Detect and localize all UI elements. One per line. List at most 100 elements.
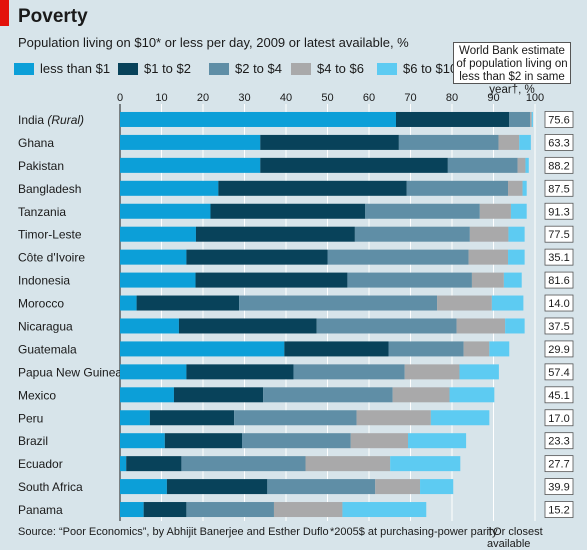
bar-segment: [273, 502, 343, 518]
x-tick-label: 40: [280, 92, 292, 104]
bar-segment: [120, 479, 167, 495]
wb-value-label: 45.1: [548, 390, 569, 402]
bar-segment: [120, 410, 150, 426]
category-label: South Africa: [18, 480, 83, 494]
latest-footnote: †Or closest available: [487, 526, 543, 550]
legend-swatch: [377, 63, 397, 75]
bar-segment: [489, 341, 510, 357]
wb-value-label: 75.6: [548, 114, 569, 126]
wb-value-label: 57.4: [548, 367, 569, 379]
bar-segment: [509, 111, 531, 127]
source-note: Source: “Poor Economics”, by Abhijit Ban…: [18, 526, 329, 538]
x-tick-label: 30: [238, 92, 250, 104]
bar-segment: [408, 433, 467, 449]
wb-value-label: 23.3: [548, 436, 569, 448]
wb-value-label: 37.5: [548, 321, 569, 333]
bar-segment: [347, 272, 472, 288]
bar-segment: [149, 410, 235, 426]
bar-segment: [491, 295, 524, 311]
wb-value-label: 27.7: [548, 459, 569, 471]
legend-label: $6 to $10: [403, 61, 458, 76]
legend-swatch: [14, 63, 34, 75]
category-label: India (Rural): [18, 113, 84, 127]
bar-segment: [120, 272, 196, 288]
bar-segment: [404, 364, 460, 380]
bar-segment: [305, 456, 391, 472]
bar-segment: [234, 410, 357, 426]
bar-segment: [120, 387, 174, 403]
bar-segment: [120, 364, 187, 380]
bar-segment: [120, 111, 396, 127]
bar-segment: [354, 226, 470, 242]
bar-segment: [242, 433, 351, 449]
bar-segment: [164, 433, 243, 449]
bar-segment: [210, 203, 366, 219]
bar-segment: [456, 318, 506, 334]
wb-value-label: 77.5: [548, 229, 569, 241]
bar-segment: [120, 295, 137, 311]
bar-segment: [186, 249, 328, 265]
bar-segment: [126, 456, 182, 472]
wb-value-box: [544, 340, 574, 358]
wb-value-box: [544, 386, 574, 404]
wb-value-label: 88.2: [548, 160, 569, 172]
bar-segment: [350, 433, 409, 449]
wb-value-box: [544, 248, 574, 266]
bar-segment: [463, 341, 490, 357]
bar-segment: [173, 387, 264, 403]
category-label: Bangladesh: [18, 182, 81, 196]
bar-segment: [519, 134, 531, 150]
bar-segment: [420, 479, 454, 495]
bar-segment: [120, 341, 285, 357]
bar-segment: [120, 502, 144, 518]
wb-value-label: 17.0: [548, 413, 569, 425]
wb-value-box: [544, 225, 574, 243]
bar-segment: [471, 272, 504, 288]
bar-segment: [406, 180, 509, 196]
wb-value-box: [544, 294, 574, 312]
wb-value-box: [544, 432, 574, 450]
category-label: Papua New Guinea: [18, 365, 122, 379]
category-label: Pakistan: [18, 159, 64, 173]
bar-segment: [375, 479, 421, 495]
category-label: Guatemala: [18, 342, 77, 356]
bar-segment: [239, 295, 438, 311]
bar-segment: [531, 111, 533, 127]
brand-accent-bar: [0, 0, 9, 26]
category-label: Côte d'Ivoire: [18, 251, 85, 265]
bar-segment: [356, 410, 431, 426]
x-tick-label: 100: [526, 92, 544, 104]
bar-segment: [447, 157, 518, 173]
bar-segment: [263, 387, 393, 403]
x-tick-label: 50: [321, 92, 333, 104]
wb-value-box: [544, 179, 574, 197]
x-tick-label: 0: [117, 92, 123, 104]
category-label: Panama: [18, 503, 63, 517]
legend-swatch: [291, 63, 311, 75]
ppp-footnote: *2005$ at purchasing-power parity: [330, 526, 498, 538]
bar-segment: [498, 134, 520, 150]
category-label: Brazil: [18, 434, 48, 448]
bar-segment: [120, 226, 196, 242]
wb-value-label: 14.0: [548, 298, 569, 310]
bar-segment: [479, 203, 511, 219]
wb-value-box: [544, 111, 574, 128]
bar-segment: [503, 272, 522, 288]
bar-segment: [430, 410, 490, 426]
bar-segment: [517, 157, 526, 173]
wb-value-label: 39.9: [548, 482, 569, 494]
bar-segment: [365, 203, 480, 219]
category-label: Timor-Leste: [18, 228, 82, 242]
wb-value-label: 29.9: [548, 344, 569, 356]
wb-value-box: [544, 156, 574, 174]
wb-value-box: [544, 134, 574, 151]
chart-subtitle: Population living on $10* or less per da…: [18, 35, 409, 50]
category-label: Tanzania: [18, 205, 66, 219]
legend-label: $4 to $6: [317, 61, 364, 76]
wb-value-box: [544, 455, 574, 473]
bar-segment: [395, 111, 510, 127]
wb-value-box: [544, 363, 574, 381]
bar-segment: [143, 502, 187, 518]
bar-segment: [186, 364, 294, 380]
wb-value-label: 81.6: [548, 275, 569, 287]
